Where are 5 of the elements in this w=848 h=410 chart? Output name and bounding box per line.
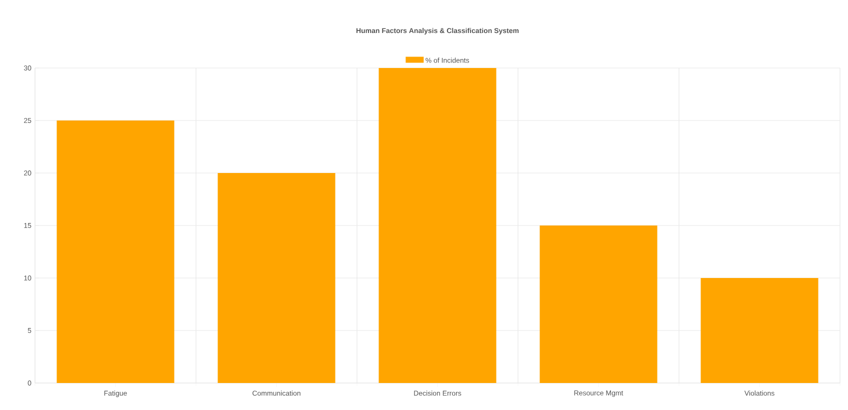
bar bbox=[700, 278, 818, 383]
bar bbox=[540, 226, 658, 383]
bar bbox=[218, 173, 336, 383]
bar bbox=[378, 68, 496, 383]
bar bbox=[56, 120, 174, 383]
